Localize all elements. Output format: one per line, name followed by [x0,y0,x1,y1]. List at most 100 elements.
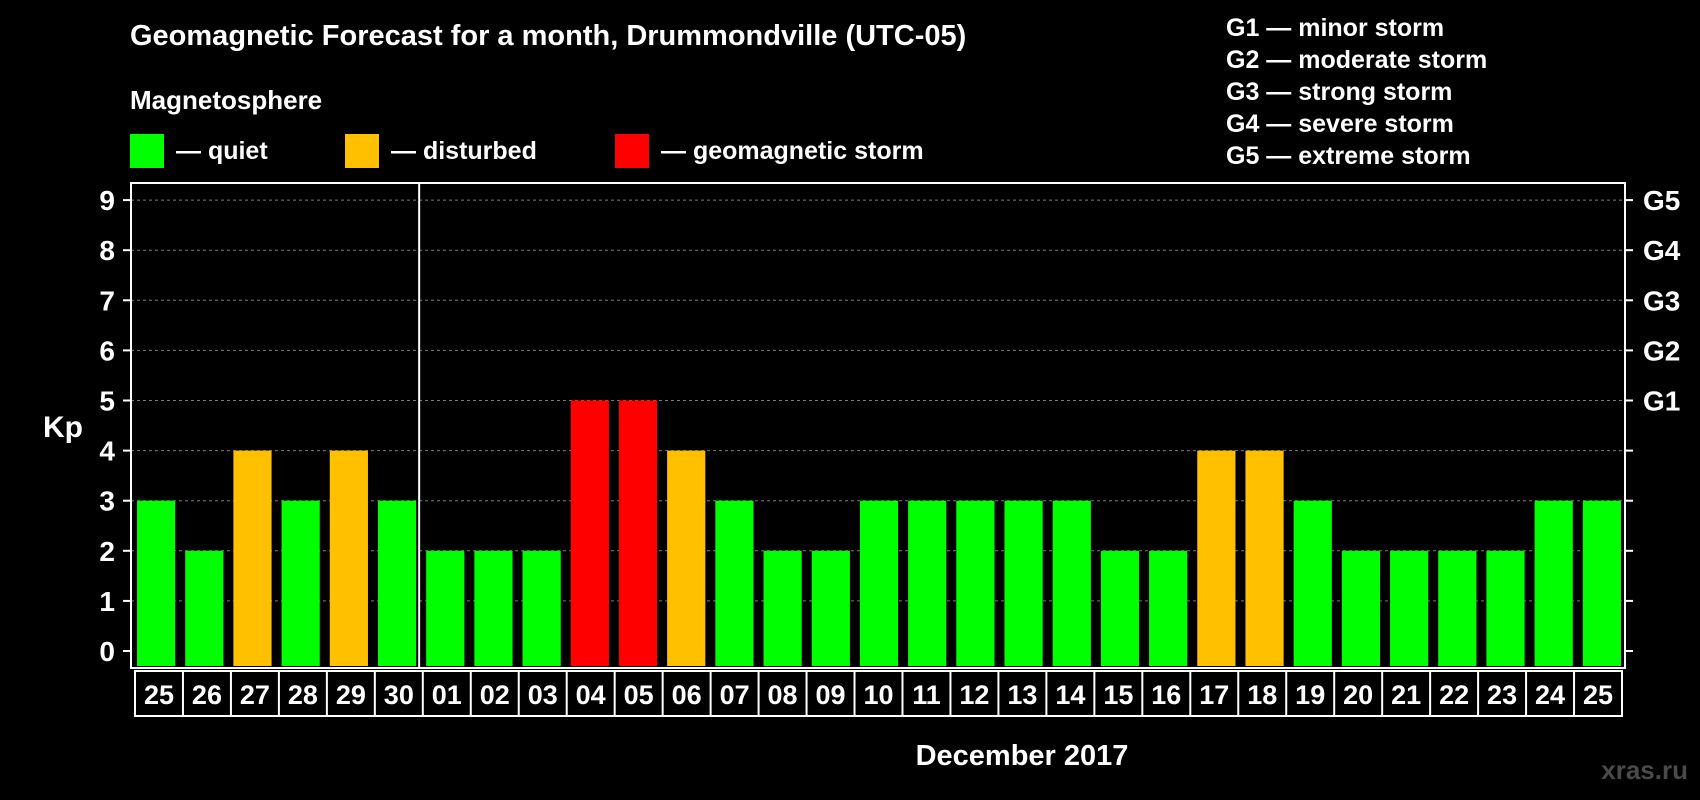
bar [233,450,272,666]
x-tick-label: 24 [1535,680,1565,710]
bar [1052,500,1091,666]
x-tick-label: 02 [480,680,510,710]
bar [474,550,513,666]
legend-subtitle: Magnetosphere [130,85,323,115]
y-axis-label: Kp [43,411,83,444]
x-tick-label: 13 [1007,680,1037,710]
x-tick-label: 06 [672,680,702,710]
bar [1486,550,1525,666]
bar [1149,550,1188,666]
legend-swatch-storm [615,134,649,168]
x-tick-label: 19 [1295,680,1325,710]
page-title: Geomagnetic Forecast for a month, Drummo… [130,20,967,52]
y-tick-label: 4 [99,436,115,467]
g-scale-g2: G2 — moderate storm [1226,46,1488,74]
x-tick-label: 14 [1055,680,1085,710]
bar [137,500,176,666]
x-tick-label: 15 [1103,680,1133,710]
x-tick-label: 17 [1199,680,1229,710]
x-tick-label: 11 [912,680,941,710]
bar [1100,550,1140,666]
x-tick-label: 04 [576,680,606,710]
g-scale-g1: G1 — minor storm [1226,14,1445,42]
legend-item-quiet: — quiet [130,134,268,168]
x-tick-label: 18 [1247,680,1277,710]
g-axis-label: G3 [1643,285,1680,316]
y-tick-label: 2 [99,536,115,567]
bar [570,400,609,666]
g-axis-label: G4 [1643,235,1681,266]
x-tick-label: 20 [1343,680,1373,710]
y-tick-label: 3 [99,486,115,517]
x-tick-label: 25 [1583,680,1613,710]
bar [763,550,802,666]
bar [426,550,465,666]
y-tick-label: 8 [99,235,115,266]
bar [522,550,561,666]
bar [329,450,368,666]
legend-label-quiet: — quiet [176,136,268,165]
x-tick-label: 08 [768,680,798,710]
g-axis-label: G5 [1643,185,1680,216]
bar [715,500,754,666]
y-tick-label: 5 [99,386,115,417]
legend-item-storm: — geomagnetic storm [615,134,924,168]
x-tick-label: 12 [959,680,989,710]
legend-item-disturbed: — disturbed [345,134,537,168]
bar [667,450,706,666]
x-tick-label: 29 [336,680,366,710]
bar [1004,500,1043,666]
x-tick-label: 16 [1151,680,1181,710]
g-scale-list: G1 — minor storm G2 — moderate storm G3 … [1226,12,1487,172]
bar [1293,500,1332,666]
y-tick-label: 6 [99,335,115,366]
bar [811,550,850,666]
legend-label-storm: — geomagnetic storm [661,136,924,165]
bar [1390,550,1429,666]
watermark: xras.ru [1601,755,1688,785]
bar [377,500,417,666]
x-tick-label: 09 [816,680,846,710]
g-axis-label: G1 [1643,386,1680,417]
legend-swatch-quiet [130,134,164,168]
bar [1534,500,1573,666]
bar [1341,550,1381,666]
g-scale-g3: G3 — strong storm [1226,78,1453,106]
x-tick-label: 28 [288,680,318,710]
y-tick-label: 0 [99,636,115,667]
bar [1438,550,1477,666]
x-tick-label: 01 [432,680,462,710]
x-tick-label: 26 [192,680,222,710]
bar [956,500,995,666]
g-scale-g5: G5 — extreme storm [1226,142,1471,170]
bar [618,400,658,666]
x-tick-label: 05 [624,680,654,710]
bar [1245,450,1284,666]
x-tick-label: 25 [144,680,174,710]
g-axis-label: G2 [1643,335,1680,366]
y-tick-label: 7 [99,285,115,316]
legend-label-disturbed: — disturbed [391,136,537,165]
y-tick-label: 9 [99,185,115,216]
x-tick-label: 30 [384,680,414,710]
x-tick-label: 03 [528,680,558,710]
x-axis-label: December 2017 [916,740,1129,772]
bar [859,500,899,666]
x-tick-label: 21 [1391,680,1421,710]
x-tick-label: 10 [863,680,893,710]
bar [1197,450,1236,666]
bar [1582,500,1621,666]
x-tick-label: 27 [240,680,270,710]
y-tick-label: 1 [99,586,115,617]
bar [281,500,320,666]
bar [185,550,224,666]
legend-swatch-disturbed [345,134,379,168]
x-tick-label: 23 [1487,680,1517,710]
x-tick-label: 07 [720,680,750,710]
bar [908,500,947,666]
x-tick-label: 22 [1439,680,1469,710]
plot-frame [130,182,1626,669]
x-labels-frame [134,670,1623,717]
g-scale-g4: G4 — severe storm [1226,110,1454,138]
